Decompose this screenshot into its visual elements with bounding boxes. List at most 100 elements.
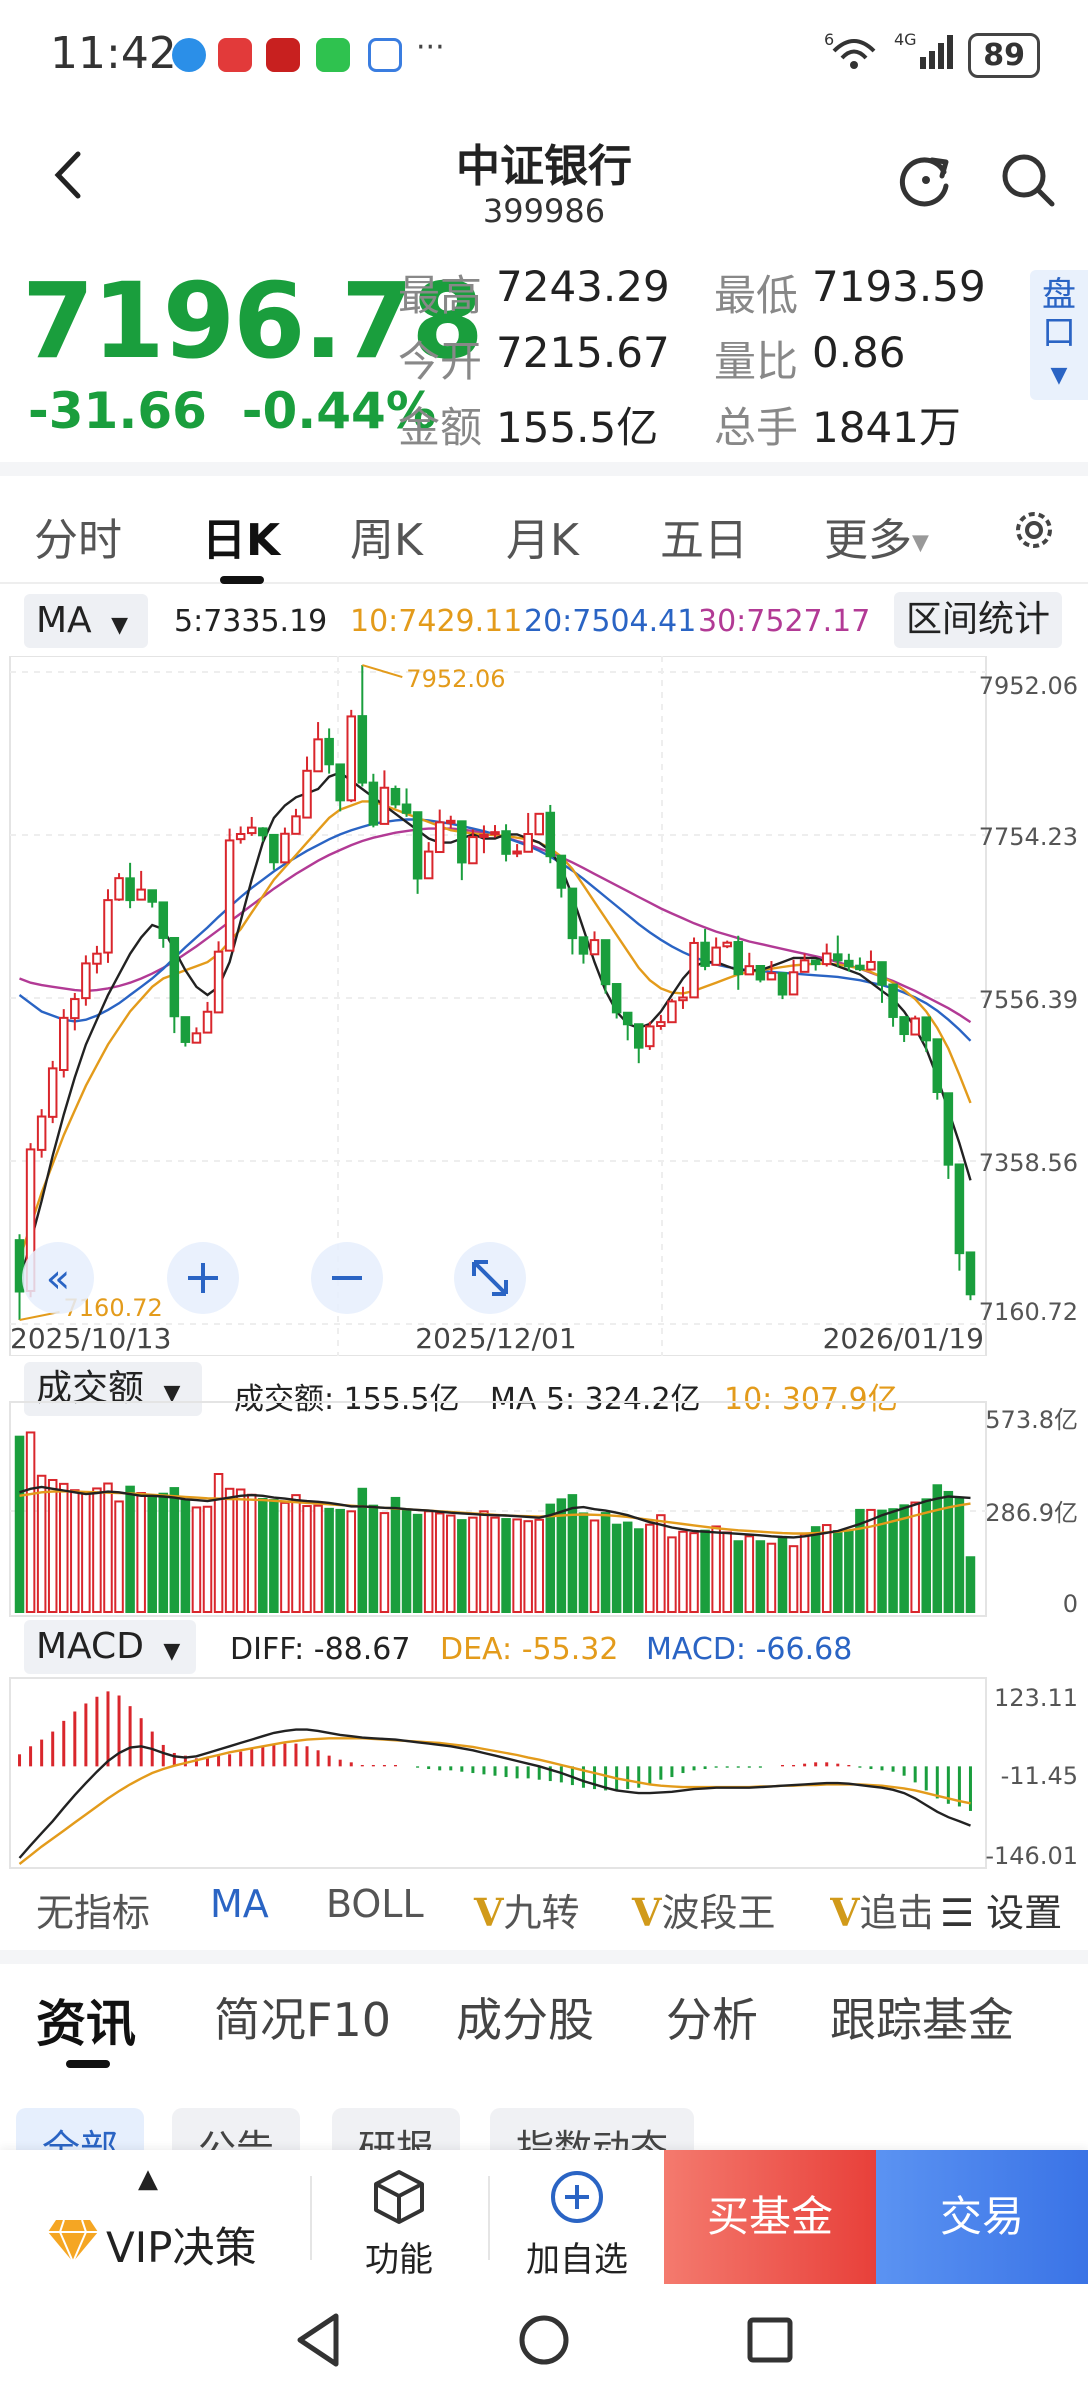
tab-tracking-funds[interactable]: 跟踪基金 — [830, 1993, 1014, 2047]
candle-down — [943, 1092, 954, 1166]
volume-bar — [700, 1529, 710, 1613]
candle-down — [258, 827, 268, 837]
candle-up — [711, 946, 721, 966]
chip-research[interactable]: 研报 — [332, 2108, 461, 2150]
macd-bars — [18, 1691, 972, 1811]
zoom-out-button[interactable] — [311, 1242, 383, 1314]
trade-button[interactable]: 交易 — [876, 2150, 1088, 2284]
chip-announcements[interactable]: 公告 — [172, 2108, 301, 2150]
candle-up — [213, 950, 224, 1014]
volume-ratio-value: 0.86 — [812, 328, 906, 377]
volume-bar — [943, 1490, 954, 1613]
wifi-icon: 6 — [824, 30, 880, 79]
volume-bar — [954, 1497, 965, 1614]
volume-bar — [877, 1509, 887, 1614]
volume-chart: 573.8亿 286.9亿 0 — [9, 1401, 1078, 1618]
volume-bar — [490, 1516, 500, 1613]
chart-border — [9, 1401, 987, 1617]
volume-bar — [810, 1526, 821, 1613]
svg-text:6: 6 — [824, 31, 834, 49]
indicator-settings-label: 设置 — [986, 1891, 1063, 1935]
status-time: 11:42 — [50, 28, 177, 79]
candlestick-chart[interactable]: 7952.06 7754.23 7556.39 7358.56 7160.72 2025/… — [0, 656, 1088, 1356]
macd-indicator-dropdown[interactable]: MACD ▼ — [24, 1620, 196, 1674]
candle-down — [932, 1038, 943, 1094]
volume-bar — [766, 1542, 777, 1613]
search-button[interactable] — [998, 150, 1058, 210]
tab-profile-f10[interactable]: 简况F10 — [214, 1993, 391, 2047]
volume-ratio-label: 量比 — [714, 337, 799, 386]
indicator-settings-button[interactable]: ☰ 设置 — [934, 1882, 1063, 1937]
chip-index-news[interactable]: 指数动态 — [490, 2108, 695, 2150]
candle-up — [70, 998, 80, 1020]
zoom-in-button[interactable] — [167, 1242, 239, 1314]
ma-indicator-dropdown[interactable]: MA ▼ — [24, 594, 148, 648]
chip-all[interactable]: 全部 — [16, 2108, 145, 2150]
tab-more[interactable]: 更多▼ — [824, 504, 929, 568]
tab-monthly-k[interactable]: 月K — [506, 515, 579, 566]
candle-down — [158, 901, 169, 939]
add-watchlist-button[interactable]: 加自选 — [492, 2150, 662, 2284]
scroll-left-button[interactable]: « — [22, 1242, 94, 1314]
indicator-none[interactable]: 无指标 — [36, 1891, 151, 1935]
candle-up — [645, 1025, 655, 1048]
candle-up — [202, 1010, 213, 1034]
volume-bar — [678, 1530, 688, 1613]
candle-up — [313, 738, 323, 773]
chart-border — [9, 1677, 987, 1869]
refresh-button[interactable] — [896, 150, 956, 210]
quote-panel: 7196.78 -31.66 -0.44% 最高 7243.29 最低 7193… — [0, 250, 1088, 452]
macd-grid — [9, 1677, 987, 1869]
macd-macd-value: MACD: -66.68 — [646, 1632, 853, 1667]
tab-intraday[interactable]: 分时 — [34, 515, 122, 566]
candle-down — [357, 715, 368, 784]
function-button[interactable]: 功能 — [314, 2150, 484, 2284]
low-value: 7193.59 — [812, 262, 986, 311]
nav-back-icon[interactable] — [297, 2313, 339, 2367]
candle-up — [235, 833, 246, 841]
tab-daily-k[interactable]: 日K — [202, 515, 281, 566]
tab-analysis[interactable]: 分析 — [666, 1993, 758, 2047]
order-book-button[interactable]: 盘口 ▼ — [1030, 270, 1088, 400]
high-label: 最高 — [398, 271, 483, 320]
chart-grid — [9, 656, 987, 1356]
nav-recents-icon[interactable] — [747, 2317, 793, 2363]
tab-weekly-k[interactable]: 周K — [350, 515, 423, 566]
back-button[interactable] — [40, 140, 100, 210]
indicator-nine-turn[interactable]: V九转 — [474, 1882, 580, 1937]
volume-bar — [645, 1523, 655, 1613]
active-tab-indicator — [66, 2060, 110, 2068]
candle-down — [600, 939, 611, 986]
volume-bar — [114, 1500, 124, 1614]
nav-home-icon[interactable] — [519, 2315, 569, 2365]
candle-up — [434, 821, 445, 854]
tab-five-day[interactable]: 五日 — [660, 515, 748, 566]
volume-bar — [799, 1533, 810, 1613]
candle-down — [501, 830, 511, 855]
chart-settings-button[interactable] — [1010, 506, 1058, 554]
range-stats-button[interactable]: 区间统计 — [894, 592, 1063, 648]
vip-decision-button[interactable]: ▲ VIP决策 — [0, 2150, 310, 2284]
indicator-ma[interactable]: MA — [210, 1882, 269, 1926]
open-value: 7215.67 — [496, 328, 670, 377]
volume-bar — [733, 1540, 744, 1614]
tab-constituents[interactable]: 成分股 — [456, 1993, 594, 2047]
candle-down — [556, 854, 567, 889]
volume-bar — [103, 1482, 113, 1613]
indicator-boll[interactable]: BOLL — [326, 1882, 424, 1926]
fullscreen-button[interactable] — [454, 1242, 526, 1314]
volume-bars — [14, 1431, 976, 1614]
indicator-wave-king[interactable]: V波段王 — [632, 1882, 776, 1937]
ma20-value: 20:7504.41 — [524, 604, 697, 639]
ma30-value: 30:7527.17 — [698, 604, 871, 639]
candle-down — [633, 1023, 644, 1049]
candle-down — [965, 1251, 976, 1296]
buy-fund-button[interactable]: 买基金 — [664, 2150, 876, 2284]
candle-down — [545, 811, 556, 858]
candle-down — [412, 811, 423, 880]
indicator-chase[interactable]: V追击 — [830, 1882, 930, 1937]
volume-bar — [313, 1504, 323, 1613]
y-tick-label: 7358.56 — [979, 1149, 1078, 1177]
volume-bar — [833, 1530, 843, 1613]
tab-news[interactable]: 资讯 — [36, 1995, 136, 2053]
